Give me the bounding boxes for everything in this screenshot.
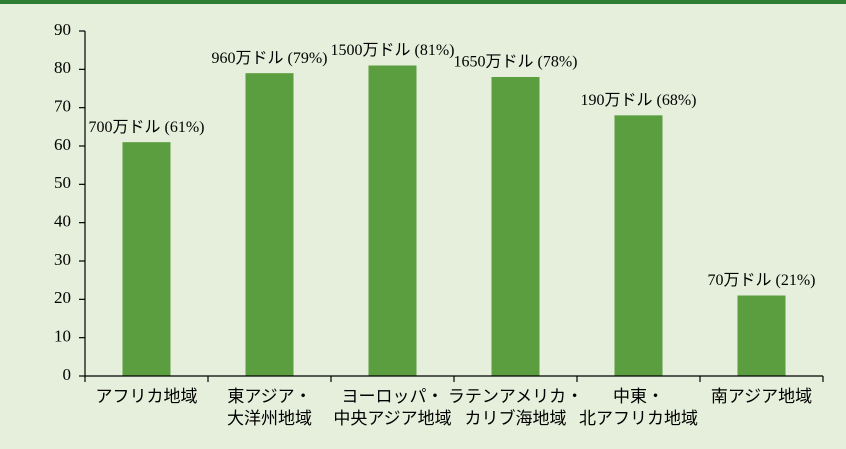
y-tick-label: 10 [54, 327, 71, 346]
x-tick-label: 中央アジア地域 [333, 409, 451, 428]
x-tick-label: 大洋州地域 [227, 409, 312, 428]
y-tick-label: 70 [54, 97, 71, 116]
y-tick-label: 40 [54, 212, 71, 231]
bar [122, 142, 171, 376]
bar [614, 115, 663, 376]
x-tick-label: ラテンアメリカ・ [448, 387, 583, 406]
y-tick-label: 20 [54, 288, 71, 307]
x-tick-label: 東アジア・ [227, 387, 311, 406]
bar [491, 77, 540, 376]
y-tick-label: 90 [54, 20, 71, 39]
bar [368, 65, 417, 376]
x-tick-label: アフリカ地域 [96, 387, 198, 406]
x-tick-label: カリブ海地域 [465, 408, 567, 428]
y-tick-label: 80 [54, 58, 71, 77]
bar [737, 295, 786, 376]
data-label: 1500万ドル (81%) [331, 42, 455, 59]
data-label: 700万ドル (61%) [89, 119, 205, 136]
y-tick-label: 50 [54, 173, 71, 192]
x-tick-label: 中東・ [613, 387, 664, 406]
y-tick-label: 0 [63, 365, 72, 384]
y-tick-label: 60 [54, 135, 71, 154]
y-tick-label: 30 [54, 250, 71, 269]
data-label: 70万ドル (21%) [708, 272, 816, 289]
x-tick-label: 北アフリカ地域 [579, 409, 698, 428]
data-label: 1650万ドル (78%) [454, 54, 578, 71]
top-border [0, 0, 846, 4]
data-label: 190万ドル (68%) [581, 92, 697, 109]
x-tick-label: 南アジア地域 [711, 387, 812, 406]
x-tick-label: ヨーロッパ・ [342, 387, 444, 406]
data-label: 960万ドル (79%) [212, 50, 328, 67]
bar [245, 73, 294, 377]
